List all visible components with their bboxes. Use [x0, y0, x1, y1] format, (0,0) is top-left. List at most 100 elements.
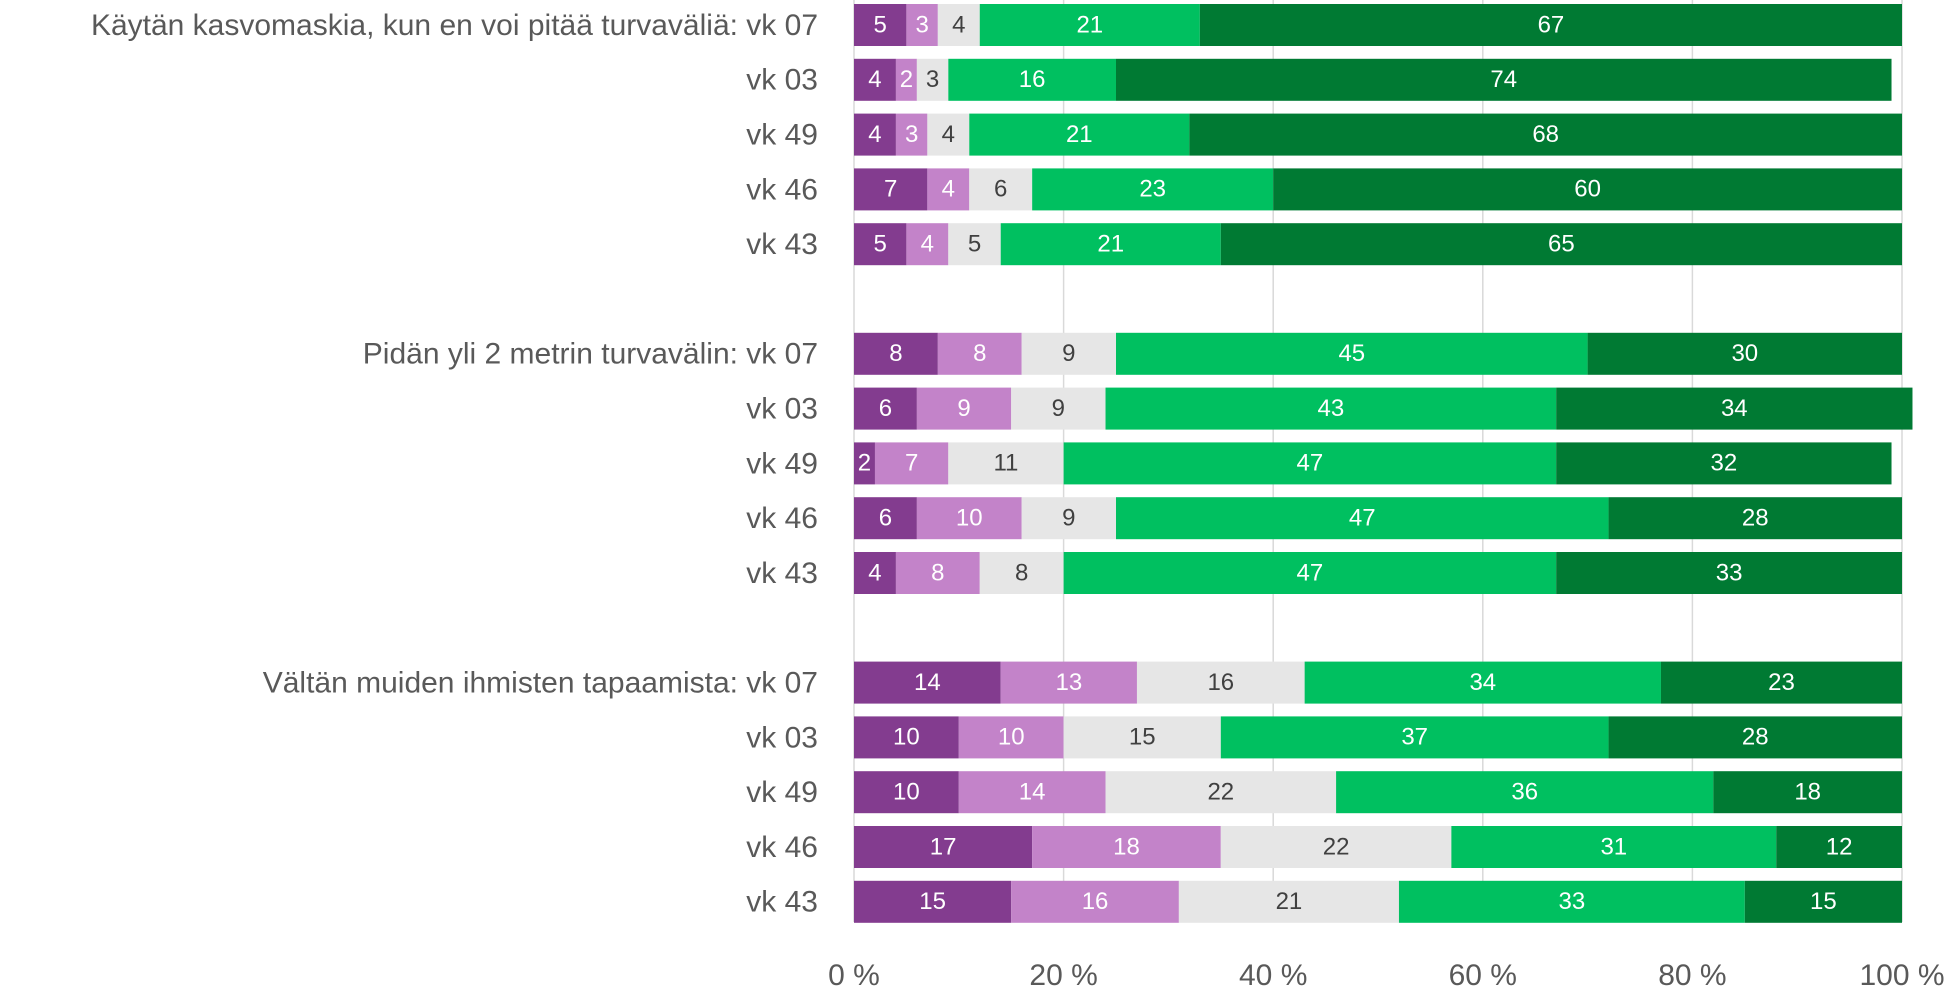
- bar-segment: [916, 58, 949, 101]
- bar-segment: [1011, 387, 1106, 430]
- data-label: 5: [968, 231, 981, 258]
- x-tick-label: 0 %: [828, 959, 880, 991]
- data-label: 3: [915, 11, 928, 38]
- data-label: 31: [1600, 833, 1627, 860]
- data-label: 2: [900, 66, 913, 93]
- bar-segment: [1608, 497, 1902, 540]
- data-label: 6: [879, 505, 892, 532]
- category-label: Käytän kasvomaskia, kun en voi pitää tur…: [91, 9, 818, 42]
- data-label: 14: [1019, 779, 1046, 806]
- data-label: 15: [1810, 888, 1837, 915]
- bar-segment: [1336, 771, 1714, 814]
- bar-segment: [854, 771, 959, 814]
- category-label: vk 43: [746, 557, 818, 590]
- bar-segment: [1063, 552, 1557, 594]
- bar-segment: [1608, 716, 1902, 759]
- data-label: 6: [879, 395, 892, 422]
- bar-segment: [1063, 442, 1557, 485]
- data-label: 37: [1401, 724, 1428, 751]
- data-label: 4: [868, 121, 881, 148]
- category-label: vk 49: [746, 447, 818, 480]
- bar-segment: [854, 223, 907, 266]
- x-tick-label: 80 %: [1658, 959, 1726, 991]
- bar-segment: [854, 113, 896, 156]
- bar-segment: [1105, 771, 1337, 814]
- data-label: 4: [868, 559, 881, 586]
- bar-segment: [854, 442, 875, 485]
- bar-segment: [895, 552, 980, 594]
- data-label: 28: [1742, 724, 1769, 751]
- data-label: 45: [1338, 340, 1365, 367]
- data-label: 9: [957, 395, 970, 422]
- data-label: 28: [1742, 505, 1769, 532]
- bar-segment: [1032, 826, 1221, 868]
- data-label: 34: [1469, 669, 1496, 696]
- bar-segment: [937, 4, 980, 46]
- bar-segment: [1021, 332, 1116, 375]
- category-label: vk 03: [746, 721, 818, 754]
- bar-segment: [1189, 113, 1902, 156]
- data-label: 21: [1066, 121, 1093, 148]
- bar-segment: [937, 332, 1022, 375]
- data-label: 3: [926, 66, 939, 93]
- data-label: 22: [1323, 833, 1350, 860]
- bar-segment: [1273, 168, 1902, 211]
- data-label: 8: [1015, 559, 1028, 586]
- bar-segment: [874, 442, 949, 485]
- data-label: 8: [973, 340, 986, 367]
- category-label: vk 03: [746, 64, 818, 97]
- bar-segment: [854, 880, 1012, 923]
- bar-segment: [854, 552, 896, 594]
- bar-segment: [1011, 880, 1179, 923]
- bar-segment: [948, 223, 1001, 266]
- bar-segment: [854, 661, 1001, 704]
- data-label: 7: [884, 176, 897, 203]
- data-label: 65: [1548, 231, 1575, 258]
- data-label: 9: [1062, 340, 1075, 367]
- bar-segment: [895, 113, 928, 156]
- data-label: 74: [1490, 66, 1517, 93]
- data-label: 10: [893, 724, 920, 751]
- bar-segment: [1776, 826, 1902, 868]
- bar-segment: [1713, 771, 1902, 814]
- x-tick-label: 40 %: [1239, 959, 1307, 991]
- data-label: 47: [1297, 450, 1324, 477]
- bar-segment: [854, 716, 959, 759]
- bar-segment: [916, 497, 1022, 540]
- data-label: 10: [956, 505, 983, 532]
- data-label: 4: [942, 121, 955, 148]
- bar-segment: [948, 442, 1064, 485]
- data-label: 10: [893, 779, 920, 806]
- bar-segment: [854, 497, 917, 540]
- bar-segment: [1178, 880, 1399, 923]
- data-label: 60: [1574, 176, 1601, 203]
- data-label: 8: [931, 559, 944, 586]
- bar-segment: [1116, 332, 1588, 375]
- x-tick-label: 100 %: [1859, 959, 1944, 991]
- data-label: 4: [942, 176, 955, 203]
- bar-segment: [1199, 4, 1902, 46]
- data-label: 16: [1207, 669, 1234, 696]
- data-label: 9: [1052, 395, 1065, 422]
- bar-segment: [854, 387, 917, 430]
- x-tick-label: 20 %: [1029, 959, 1097, 991]
- bar-segment: [1744, 880, 1902, 923]
- data-label: 21: [1276, 888, 1303, 915]
- data-label: 17: [930, 833, 957, 860]
- data-label: 67: [1538, 11, 1565, 38]
- data-label: 36: [1511, 779, 1538, 806]
- data-label: 33: [1559, 888, 1586, 915]
- data-label: 14: [914, 669, 941, 696]
- bar-segment: [1660, 661, 1902, 704]
- bar-segment: [1304, 661, 1661, 704]
- data-label: 30: [1731, 340, 1758, 367]
- category-label: Pidän yli 2 metrin turvavälin: vk 07: [363, 338, 818, 371]
- data-label: 15: [1129, 724, 1156, 751]
- data-label: 18: [1113, 833, 1140, 860]
- data-label: 4: [952, 11, 965, 38]
- bar-segment: [969, 113, 1190, 156]
- data-label: 32: [1710, 450, 1737, 477]
- data-label: 6: [994, 176, 1007, 203]
- category-label: vk 46: [746, 831, 818, 864]
